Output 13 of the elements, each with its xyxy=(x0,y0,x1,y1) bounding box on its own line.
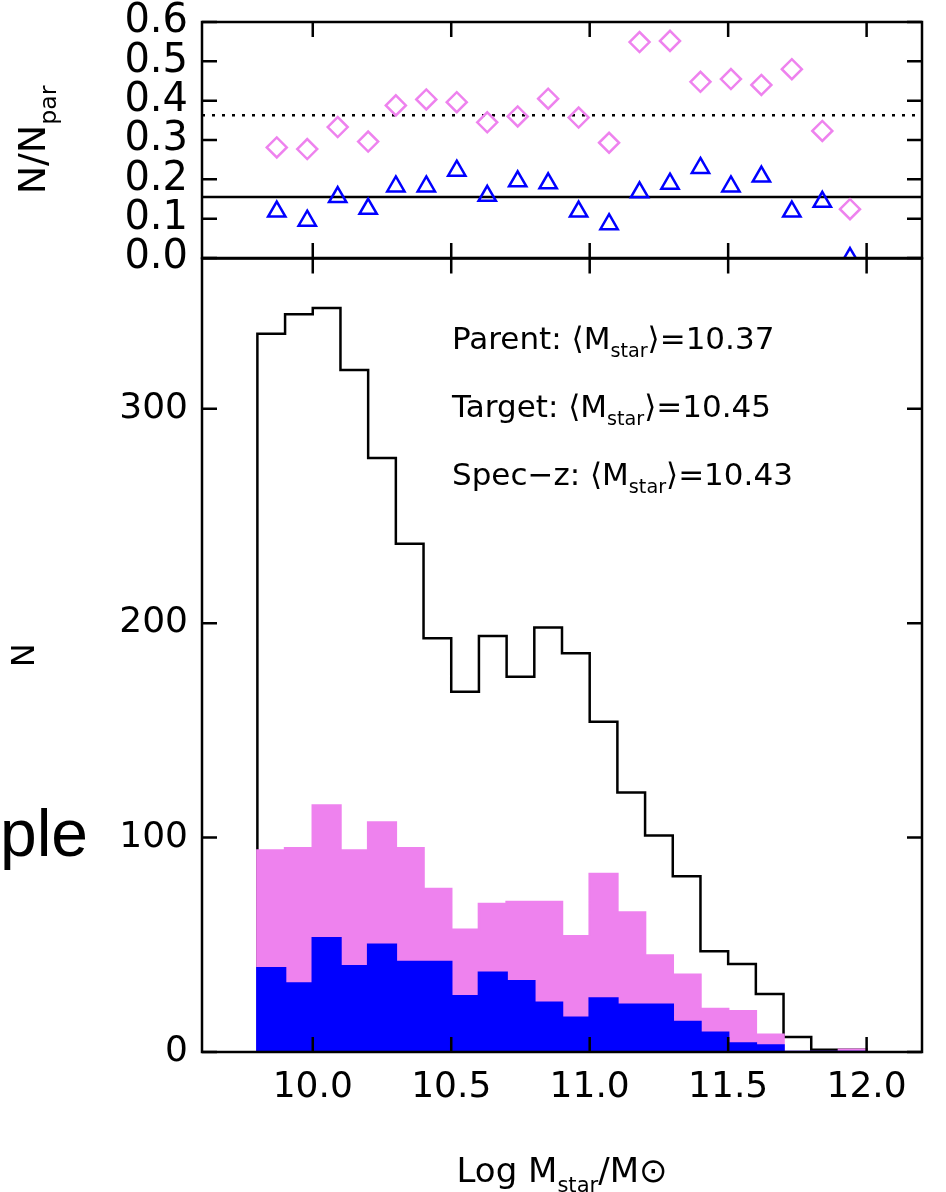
y-tick-label: 0 xyxy=(165,1028,188,1070)
x-tick-label: 10.5 xyxy=(411,1063,492,1105)
y-tick-label: 0.0 xyxy=(124,231,188,278)
y-tick-label: 100 xyxy=(119,813,188,855)
x-tick-label: 11.0 xyxy=(549,1063,630,1105)
x-tick-label: 12.0 xyxy=(826,1063,907,1105)
y-axis-title: N xyxy=(4,643,42,668)
y-tick-label: 300 xyxy=(119,385,188,427)
y-tick-label: 200 xyxy=(119,599,188,641)
text: ple xyxy=(0,796,89,870)
x-tick-label: 11.5 xyxy=(688,1063,769,1105)
y-axis-title: N/Npar xyxy=(10,85,62,195)
x-tick-label: 10.0 xyxy=(272,1063,353,1105)
